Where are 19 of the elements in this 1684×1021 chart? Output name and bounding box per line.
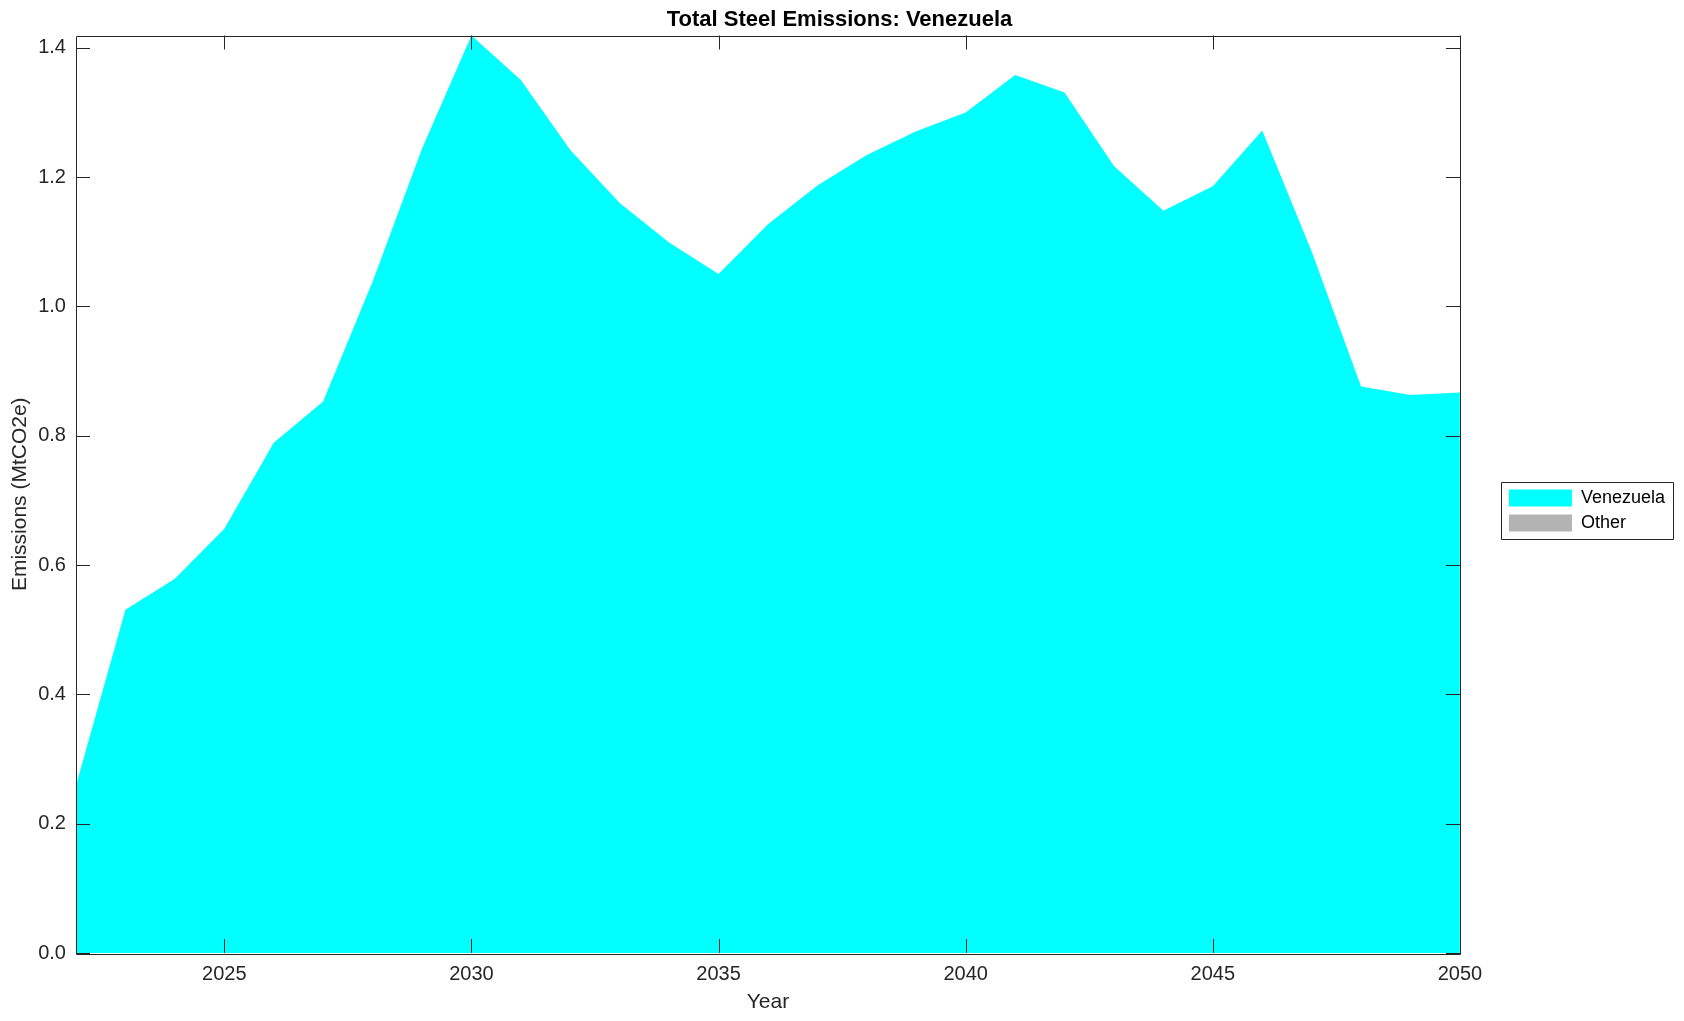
y-tick-label: 1.2 — [38, 164, 66, 187]
x-tick-label: 2045 — [1190, 961, 1236, 984]
y-tick-label: 0.6 — [38, 552, 66, 575]
x-tick-label: 2025 — [202, 961, 247, 984]
legend-label: Venezuela — [1580, 486, 1666, 507]
x-tick-label: 2050 — [1437, 961, 1483, 984]
y-tick-label: 0.0 — [38, 940, 66, 963]
x-tick-label: 2035 — [696, 961, 741, 984]
y-tick-label: 0.2 — [38, 811, 66, 834]
x-tick-label: 2030 — [449, 961, 494, 984]
x-axis-title: Year — [746, 989, 790, 1013]
x-tick-label: 2040 — [943, 961, 988, 984]
y-axis-title: Emissions (MtCO2e) — [7, 397, 31, 592]
legend-label: Other — [1580, 511, 1626, 532]
y-tick-label: 1.0 — [38, 293, 66, 316]
y-tick-label: 0.4 — [38, 681, 66, 704]
y-tick-label: 0.8 — [38, 423, 66, 446]
y-tick-label: 1.4 — [38, 35, 66, 58]
chart-title: Total Steel Emissions: Venezuela — [666, 6, 1014, 32]
